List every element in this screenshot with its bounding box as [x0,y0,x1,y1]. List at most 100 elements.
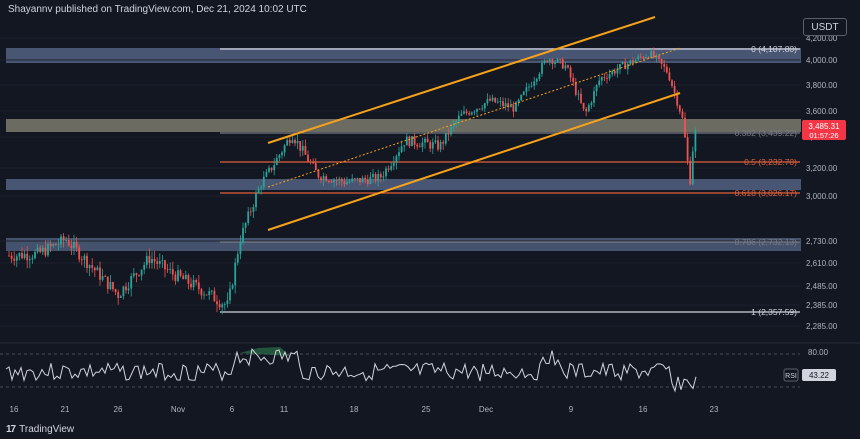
candle-body [112,282,114,290]
channel-lower-line [267,92,681,231]
candle [119,294,122,298]
candle-body [265,171,268,177]
candle [177,264,179,283]
candle-body [75,241,78,248]
candle [465,108,468,116]
y-tick-label: 4,000.00 [806,56,838,65]
candle-body [655,55,658,58]
candle [242,222,244,245]
candle [499,97,502,107]
candle-body [567,65,569,68]
candle-body [476,108,478,112]
candle-body [590,102,593,106]
candle-body [372,174,374,177]
candle-body [260,187,263,189]
candle-body [421,142,424,148]
candle-body [483,103,486,109]
candle [463,105,465,115]
candle-body [606,78,608,79]
candle-body [678,105,681,112]
candle [387,165,390,173]
candle-body [452,123,455,127]
candle-body [517,100,520,103]
candle-body [460,113,463,116]
candle-body [31,258,34,260]
candle [333,178,335,188]
candle-body [379,174,382,178]
candle [650,48,653,59]
candle [28,255,31,269]
candle-body [192,279,195,288]
y-tick-label: 2,730.00 [806,237,838,246]
candle [10,252,13,263]
candle [353,177,356,182]
candle-body [288,140,291,143]
candle [145,251,148,269]
candle-body [463,111,465,114]
last-price-label [802,120,846,140]
candle [75,236,78,252]
candle [424,136,426,149]
candle [112,281,114,292]
candle-body [408,136,411,147]
candle [223,302,226,311]
tradingview-brand-text: TradingView [19,424,75,435]
candle [546,59,549,64]
candle [93,266,96,277]
candle-body [619,63,621,70]
fib-label: 0.382 (3,439.22) [735,128,798,138]
candle [125,282,127,294]
candle [346,176,348,185]
candle-body [179,270,182,276]
candle-body [122,286,125,297]
candle [377,169,380,187]
candle [83,253,86,268]
candle [182,273,185,280]
candle-body [47,243,49,256]
candle-body [140,269,143,276]
candle-body [470,112,473,115]
candle [364,174,367,184]
tradingview-logo[interactable]: 17 TradingView [6,424,74,435]
candle-body [611,70,614,75]
candle [288,136,291,147]
candle [444,132,447,146]
candle [143,261,146,275]
candle [671,79,673,88]
candle-body [359,177,361,183]
candle-body [660,58,663,64]
candle [62,233,65,248]
candle [600,76,603,86]
candle [408,135,411,149]
candle-body [195,279,198,283]
candle-body [91,265,94,268]
candle [496,97,499,104]
candle-body [8,255,10,257]
candle-body [533,81,536,86]
x-tick-label: 16 [10,405,19,414]
candle [265,169,268,178]
candle [78,244,81,263]
candle [452,120,455,132]
candle-body [78,247,81,260]
candle [275,154,278,166]
candle-body [117,292,120,298]
candle-body [538,73,541,79]
candle-body [621,62,624,64]
candle-body [226,300,229,305]
candle-body [551,59,554,64]
candle-body [582,102,585,109]
candle [304,139,307,155]
candle-body [106,276,109,290]
candle [587,103,590,113]
candle [413,132,416,150]
candle [213,287,216,302]
candle-body [34,251,36,259]
currency-button[interactable]: USDT [803,18,847,36]
candle [197,275,200,295]
candle-body [10,255,13,259]
candle [151,251,153,269]
candle-body [275,157,278,165]
